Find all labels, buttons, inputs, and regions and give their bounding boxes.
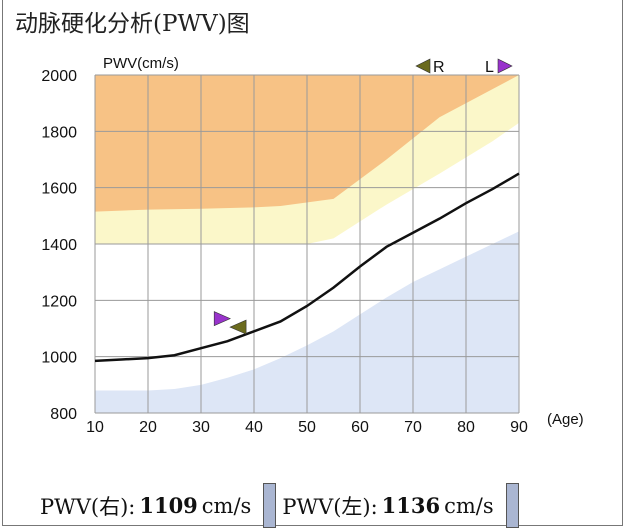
patient-markers <box>213 311 247 335</box>
y-tick-label: 2000 <box>41 68 77 85</box>
y-tick-label: 1600 <box>41 181 77 198</box>
pwv-chart: 10 20 30 40 50 60 70 80 90 800 1000 1200 1400 1600 180… <box>41 55 584 436</box>
pwv-right-bar <box>263 483 277 528</box>
y-tick-label: 800 <box>50 406 77 423</box>
patient-point-marker <box>213 311 231 327</box>
pwv-curve <box>94 172 520 363</box>
pwv-curve-group <box>94 172 520 363</box>
pwv-right-value: 1109 <box>139 493 198 518</box>
legend-left-arrow-icon <box>497 58 513 74</box>
x-tick-label: 40 <box>245 419 263 436</box>
x-tick-label: 60 <box>351 419 369 436</box>
y-tick-label: 1800 <box>41 124 77 141</box>
pwv-left-value: 1136 <box>381 493 441 518</box>
grid-lines <box>94 74 520 414</box>
y-tick-label: 1000 <box>41 350 77 367</box>
pwv-left-label: PWV(左): <box>282 494 378 519</box>
legend-left-label: L <box>485 59 494 76</box>
page-title: 动脉硬化分析(PWV)图 <box>15 11 250 37</box>
pwv-left-unit: cm/s <box>444 493 494 518</box>
x-tick-label: 80 <box>457 419 475 436</box>
y-tick-label: 1200 <box>41 293 77 310</box>
x-axis-label: (Age) <box>547 411 584 428</box>
y-tick-label: 1400 <box>41 237 77 254</box>
pwv-footer: PWV(右): 1109 cm/s PWV(左): 1136 cm/s <box>40 483 525 528</box>
x-tick-label: 20 <box>139 419 157 436</box>
x-tick-label: 50 <box>298 419 316 436</box>
pwv-left-bar <box>505 483 519 528</box>
x-tick-label: 10 <box>86 419 104 436</box>
x-tick-label: 90 <box>510 419 528 436</box>
patient-point-marker <box>229 319 247 335</box>
x-tick-label: 30 <box>192 419 210 436</box>
legend-right-label: R <box>433 59 445 76</box>
y-axis-label: PWV(cm/s) <box>103 55 179 72</box>
axis-ticks: 10 20 30 40 50 60 70 80 90 800 1000 1200 1400 1600 180… <box>41 68 528 436</box>
legend-right-arrow-icon <box>415 58 431 74</box>
x-tick-label: 70 <box>404 419 422 436</box>
pwv-right-label: PWV(右): <box>40 494 136 519</box>
pwv-right-unit: cm/s <box>201 493 252 518</box>
